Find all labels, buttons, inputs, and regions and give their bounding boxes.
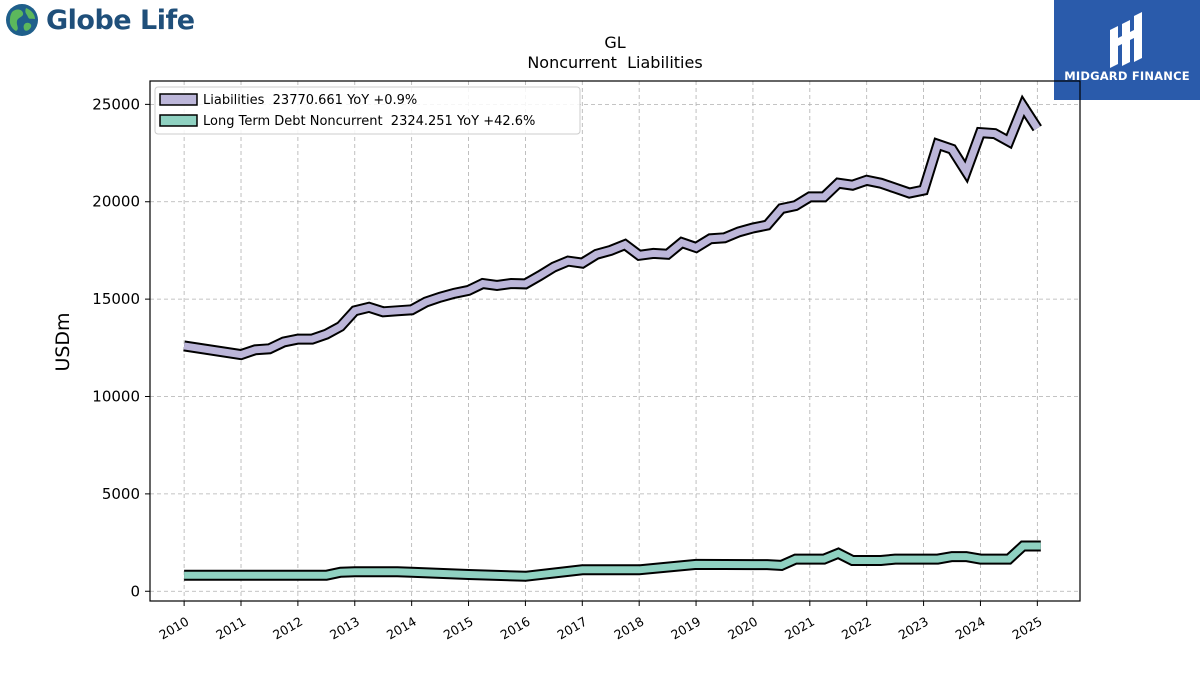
series-outline-0 bbox=[183, 94, 1042, 361]
y-tick-label: 10000 bbox=[92, 388, 140, 406]
x-tick-label: 2021 bbox=[782, 614, 817, 643]
x-tick-label: 2010 bbox=[156, 614, 191, 643]
x-tick-label: 2025 bbox=[1010, 614, 1045, 643]
x-tick-label: 2019 bbox=[668, 614, 703, 643]
legend-swatch-long-term-debt bbox=[159, 114, 198, 127]
x-axis-ticks: 2010 2011 2012 2013 2014 2015 2016 2017 2018 2019… bbox=[156, 601, 1045, 643]
y-tick-label: 20000 bbox=[92, 193, 140, 211]
legend-label-liabilities: Liabilities 23770.661 YoY +0.9% bbox=[203, 93, 417, 108]
x-tick-label: 2013 bbox=[327, 614, 362, 643]
x-tick-label: 2011 bbox=[213, 614, 248, 643]
midgard-m-logo-icon bbox=[1110, 12, 1142, 68]
x-tick-label: 2020 bbox=[725, 614, 760, 643]
midgard-finance-logo: MIDGARD FINANCE bbox=[1054, 0, 1200, 100]
chart-title: GL bbox=[604, 33, 625, 52]
plot-frame bbox=[149, 80, 1081, 602]
series-line-1 bbox=[184, 542, 1041, 580]
legend-label-long-term-debt: Long Term Debt Noncurrent 2324.251 YoY +… bbox=[203, 114, 535, 129]
grid-lines bbox=[150, 81, 1080, 601]
y-tick-label: 5000 bbox=[102, 485, 140, 503]
globe-icon bbox=[6, 4, 38, 36]
y-axis-ticks: 0 5000 10000 15000 20000 25000 bbox=[92, 95, 150, 600]
globe-life-logo: Globe Life bbox=[4, 2, 195, 38]
brand-name-left: Globe Life bbox=[46, 4, 195, 36]
y-tick-label: 25000 bbox=[92, 95, 140, 113]
legend-swatch-liabilities bbox=[159, 93, 198, 106]
legend: Liabilities 23770.661 YoY +0.9% Long Ter… bbox=[154, 86, 581, 135]
x-tick-label: 2018 bbox=[611, 614, 646, 643]
x-tick-label: 2022 bbox=[839, 614, 874, 643]
brand-name-right: MIDGARD FINANCE bbox=[1064, 69, 1190, 83]
x-tick-label: 2023 bbox=[896, 614, 931, 643]
x-tick-label: 2015 bbox=[441, 614, 476, 643]
x-tick-label: 2017 bbox=[554, 614, 589, 643]
legend-box bbox=[154, 86, 581, 135]
x-tick-label: 2016 bbox=[498, 614, 533, 643]
y-tick-label: 15000 bbox=[92, 290, 140, 308]
series-layer bbox=[183, 94, 1042, 582]
x-tick-label: 2014 bbox=[384, 614, 419, 643]
y-axis-label: USDm bbox=[52, 312, 74, 371]
series-line-0 bbox=[183, 98, 1041, 359]
chart-subtitle: Noncurrent Liabilities bbox=[527, 53, 702, 72]
x-tick-label: 2012 bbox=[270, 614, 305, 643]
x-tick-label: 2024 bbox=[953, 614, 988, 643]
y-tick-label: 0 bbox=[130, 582, 140, 600]
